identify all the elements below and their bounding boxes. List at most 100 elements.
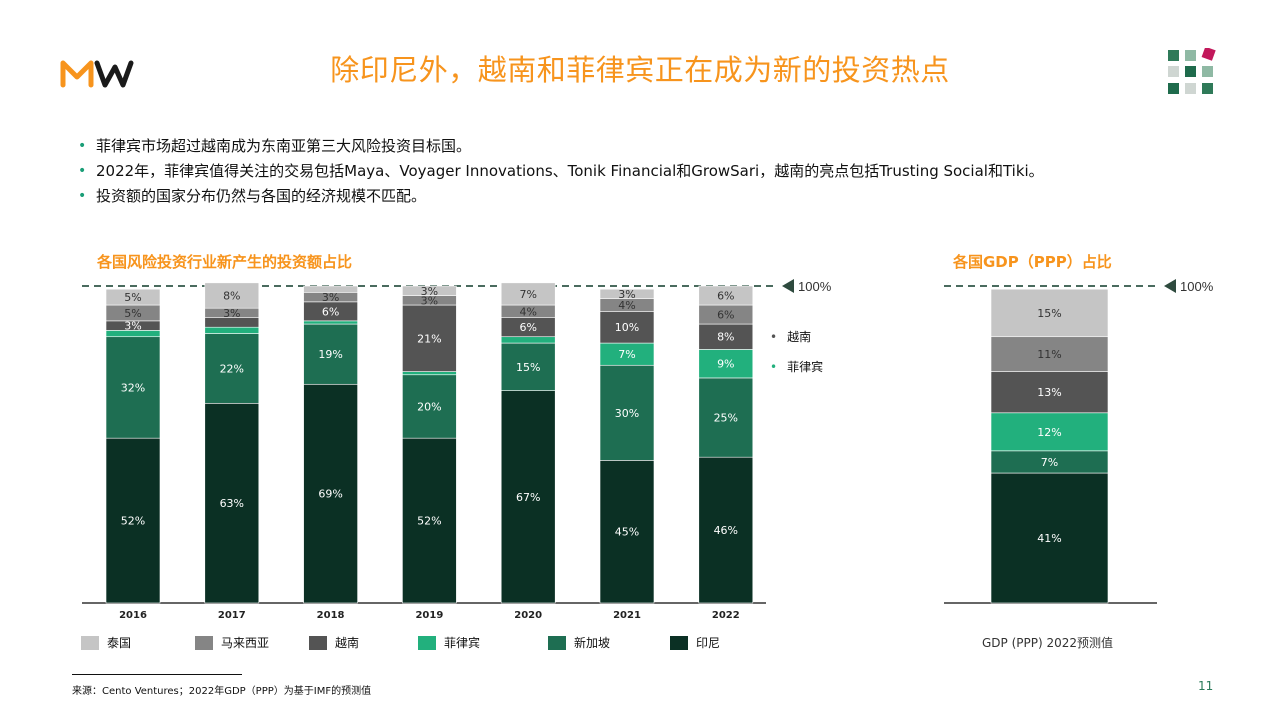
bar-segment	[500, 390, 556, 604]
bar-segment	[500, 336, 556, 344]
data-label: 7%	[618, 348, 635, 361]
data-label: 21%	[417, 332, 441, 345]
legend-label: 泰国	[107, 636, 132, 650]
data-label: 8%	[717, 331, 734, 344]
bar-segment	[402, 304, 457, 372]
data-label: 4%	[519, 305, 536, 318]
data-label: 41%	[1037, 532, 1061, 545]
reference-label: 100%	[1180, 279, 1214, 294]
legend-swatch	[309, 635, 327, 650]
footnote-rule	[72, 674, 242, 675]
legend-label: 印尼	[696, 636, 721, 650]
bar-segment	[105, 336, 161, 439]
source-note: 来源：Cento Ventures；2022年GDP（PPP）为基于IMF的预测…	[72, 686, 372, 697]
bar-segment	[698, 456, 754, 604]
reference-arrow	[782, 279, 794, 293]
data-label: 3%	[618, 288, 635, 301]
data-label: 4%	[618, 299, 635, 312]
data-label: 30%	[615, 407, 639, 420]
legend-swatch	[670, 635, 688, 650]
company-logo	[60, 60, 134, 88]
data-label: 63%	[220, 497, 244, 510]
legend-label: 菲律宾	[444, 636, 481, 650]
x-tick-label: 2019	[415, 610, 443, 621]
x-tick-label: 2020	[514, 610, 542, 621]
bar-segment	[303, 285, 358, 293]
data-label: 3%	[223, 307, 240, 320]
legend-label: 新加坡	[574, 636, 611, 650]
bullet-dot: •	[78, 163, 87, 179]
data-label: 11%	[1037, 348, 1061, 361]
data-label: 46%	[714, 524, 738, 537]
reference-label: 100%	[798, 279, 832, 294]
bar-segment	[990, 472, 1109, 604]
data-label: 6%	[717, 309, 734, 322]
bar-segment	[204, 402, 260, 604]
data-label: 3%	[421, 294, 438, 307]
bar-segment	[402, 285, 457, 296]
legend-item: 越南	[309, 634, 359, 651]
data-label: 19%	[318, 348, 342, 361]
bar-segment	[599, 288, 655, 299]
legend-swatch	[548, 635, 566, 650]
page-title: 除印尼外，越南和菲律宾正在成为新的投资热点	[330, 53, 950, 87]
right-chart-title: 各国GDP（PPP）占比	[953, 253, 1112, 271]
data-label: 15%	[1037, 307, 1061, 320]
x-tick-label: 2018	[317, 610, 345, 621]
bar-segment	[599, 364, 655, 461]
data-label: 25%	[714, 412, 738, 425]
bar-segment	[402, 374, 457, 439]
bar-segment	[599, 460, 655, 604]
data-label: 32%	[121, 381, 145, 394]
bar-segment	[105, 288, 161, 306]
data-label: 20%	[417, 400, 441, 413]
bar-segment	[204, 333, 260, 404]
bar-segment	[990, 336, 1109, 372]
bar-segment	[990, 371, 1109, 414]
data-label: 67%	[516, 491, 540, 504]
x-tick-label: 2016	[119, 610, 147, 621]
brand-grid-icon	[1168, 48, 1216, 94]
bullet-dot: •	[78, 188, 87, 204]
bullet-list: • 菲律宾市场超过越南成为东南亚第三大风险投资目标国。 • 2022年，菲律宾值得关…	[78, 134, 1044, 209]
bar-segment	[402, 371, 457, 376]
bar-segment	[990, 288, 1109, 338]
reference-arrow	[1164, 279, 1176, 293]
bar-segment	[204, 282, 260, 309]
legend-item: 马来西亚	[195, 634, 269, 651]
side-label-vietnam: • 越南	[770, 329, 812, 345]
left-chart-title: 各国风险投资行业新产生的投资额占比	[97, 253, 353, 271]
legend-swatch	[81, 635, 99, 650]
legend-swatch	[418, 635, 436, 650]
bullet-item: • 2022年，菲律宾值得关注的交易包括Maya、Voyager Innovati…	[78, 159, 1044, 184]
side-dot: •	[770, 329, 778, 344]
bar-segment	[105, 437, 161, 604]
bar-segment	[500, 282, 556, 306]
legend-item: 泰国	[81, 634, 131, 651]
legend-label: 马来西亚	[221, 636, 270, 650]
data-label: 45%	[615, 526, 639, 539]
x-tick-label: 2022	[712, 610, 740, 621]
bar-segment	[303, 323, 358, 385]
data-label: 6%	[717, 290, 734, 303]
data-label: 22%	[220, 362, 244, 375]
data-label: 3%	[322, 291, 339, 304]
data-label: 69%	[318, 488, 342, 501]
data-label: 52%	[121, 515, 145, 528]
side-label-philippines: • 菲律宾	[770, 359, 824, 375]
legend-item: 菲律宾	[418, 634, 480, 651]
bullet-item: • 投资额的国家分布仍然与各国的经济规模不匹配。	[78, 184, 1044, 209]
data-label: 6%	[322, 305, 339, 318]
data-label: 52%	[417, 515, 441, 528]
gdp-category-label: GDP (PPP) 2022预测值	[982, 636, 1114, 650]
data-label: 13%	[1037, 386, 1061, 399]
bar-segment	[303, 383, 358, 604]
bullet-item: • 菲律宾市场超过越南成为东南亚第三大风险投资目标国。	[78, 134, 1044, 159]
data-label: 3%	[124, 320, 141, 333]
x-tick-label: 2017	[218, 610, 246, 621]
bar-segment	[204, 326, 260, 334]
bar-segment	[698, 285, 754, 306]
data-label: 9%	[717, 358, 734, 371]
bar-segment	[303, 320, 358, 325]
